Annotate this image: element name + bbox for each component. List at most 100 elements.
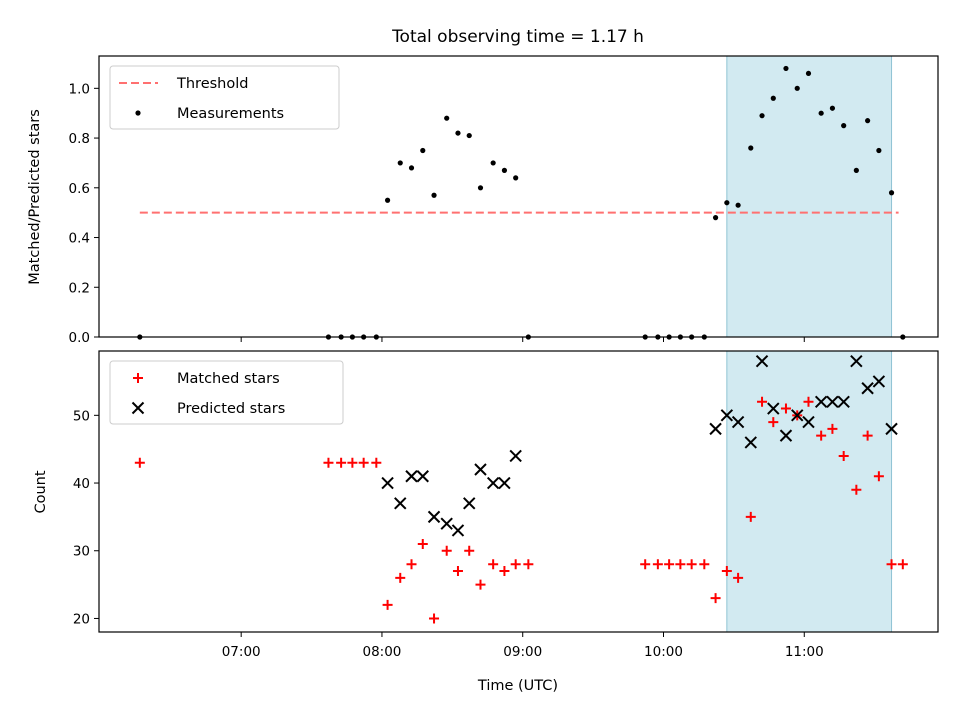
data-point	[841, 123, 847, 129]
y-tick-label: 0.8	[69, 131, 90, 147]
legend-label: Matched stars	[177, 371, 280, 387]
data-point	[429, 613, 440, 624]
x-tick-label: 09:00	[503, 644, 542, 660]
legend-swatch	[133, 373, 143, 383]
legend-box	[109, 360, 344, 425]
data-point	[853, 167, 859, 173]
data-point	[794, 85, 800, 91]
data-point	[861, 382, 874, 395]
data-point	[498, 476, 511, 490]
data-point	[780, 403, 791, 414]
data-point	[323, 457, 334, 468]
data-point	[744, 436, 757, 449]
data-point	[805, 70, 812, 77]
data-point	[440, 517, 453, 530]
data-point	[721, 566, 732, 577]
data-point	[814, 395, 828, 408]
data-point	[452, 566, 463, 577]
data-point	[358, 457, 369, 468]
data-point	[397, 160, 403, 166]
x-tick-label: 11:00	[785, 644, 824, 660]
legend-label: Threshold	[176, 76, 248, 92]
data-point	[384, 197, 391, 203]
x-tick-label: 10:00	[644, 644, 683, 660]
data-point	[724, 200, 730, 206]
bottom-y-axis-label: Count	[33, 470, 49, 513]
data-point	[876, 147, 882, 154]
series-measurements	[137, 65, 906, 340]
data-point	[420, 147, 426, 154]
data-point	[347, 457, 358, 468]
data-point	[371, 457, 382, 468]
data-point	[640, 559, 651, 570]
data-point	[709, 422, 722, 436]
data-point	[490, 160, 496, 166]
data-point	[523, 559, 534, 570]
data-point	[510, 559, 521, 570]
data-point	[865, 118, 871, 124]
data-point	[405, 470, 418, 483]
observing-window-shade	[726, 350, 893, 633]
y-tick-label: 20	[73, 611, 90, 627]
data-point	[803, 396, 814, 407]
data-point	[886, 559, 897, 570]
data-point	[897, 559, 908, 570]
data-point	[455, 130, 461, 136]
y-tick-label: 1.0	[69, 81, 90, 97]
y-tick-label: 30	[73, 544, 90, 560]
data-point	[885, 422, 898, 436]
data-point	[872, 375, 886, 388]
data-point	[748, 145, 754, 151]
data-point	[488, 559, 499, 570]
data-point	[501, 167, 508, 173]
data-point	[818, 110, 824, 116]
data-point	[768, 417, 779, 428]
data-point	[826, 395, 839, 408]
data-point	[862, 430, 873, 441]
y-tick-label: 0.4	[69, 231, 90, 247]
data-point	[745, 511, 756, 522]
data-point	[757, 396, 768, 407]
data-point	[802, 415, 815, 429]
x-axis-label: Time (UTC)	[477, 678, 558, 694]
data-point	[513, 175, 519, 181]
data-point	[382, 599, 393, 610]
data-point	[463, 497, 476, 510]
legend: Threshold Measurements	[109, 65, 340, 130]
data-point	[816, 430, 827, 441]
data-point	[474, 463, 487, 476]
x-tick-label: 07:00	[222, 644, 261, 660]
data-point	[791, 409, 804, 422]
data-point	[652, 559, 663, 570]
data-point	[720, 409, 734, 422]
observing-window-shade	[726, 55, 893, 338]
data-point	[381, 476, 394, 490]
data-point	[735, 202, 741, 208]
legend-label: Measurements	[177, 106, 284, 122]
data-point	[427, 510, 441, 524]
data-point	[686, 559, 697, 570]
data-point	[767, 402, 780, 415]
data-point	[851, 484, 862, 495]
data-point	[466, 132, 472, 139]
data-point	[827, 423, 838, 434]
data-point	[431, 192, 437, 198]
y-tick-label: 50	[73, 408, 90, 424]
chart-title: Total observing time = 1.17 h	[391, 27, 644, 47]
data-point	[408, 165, 415, 171]
top-y-axis-label: Matched/Predicted stars	[27, 109, 43, 285]
data-point	[464, 545, 475, 556]
y-tick-label: 40	[73, 476, 90, 492]
panel-top: 0.0 0.2 0.4 0.6 0.8 1.0 Threshold Measurements	[69, 55, 939, 346]
plot-frame	[98, 350, 939, 633]
legend-swatch	[131, 401, 145, 415]
data-point	[838, 450, 849, 461]
data-point	[477, 185, 484, 191]
plot-frame	[98, 55, 939, 338]
series-matched-stars	[134, 396, 908, 624]
data-point	[416, 470, 429, 483]
data-point	[759, 113, 765, 119]
data-point	[486, 476, 500, 490]
data-point	[475, 579, 486, 590]
